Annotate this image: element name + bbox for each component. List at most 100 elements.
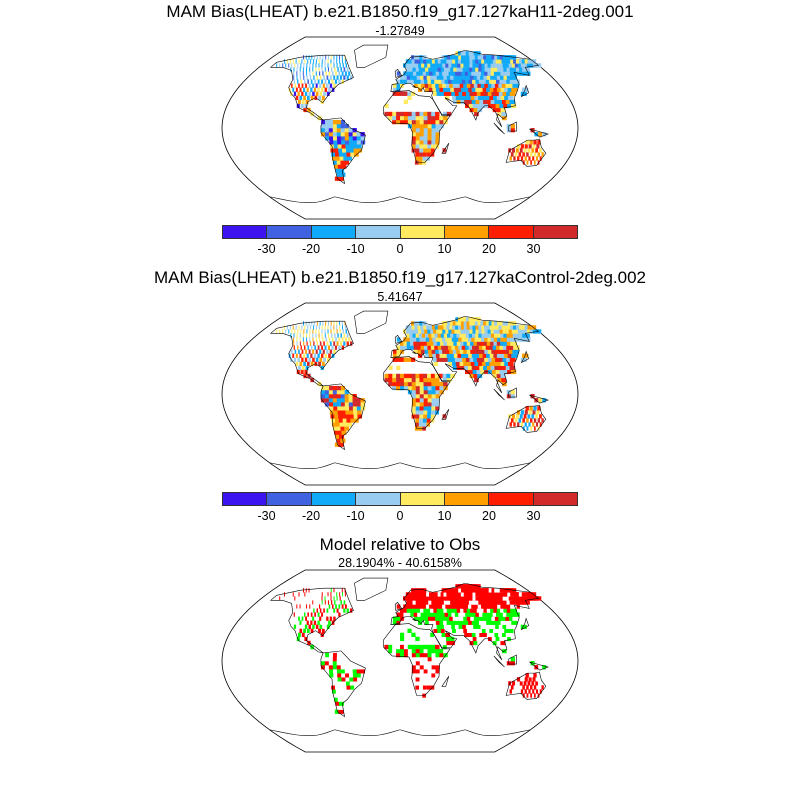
grid-cell — [507, 353, 514, 358]
grid-cell — [414, 616, 419, 621]
coastline-sumatra — [493, 122, 505, 135]
grid-cell — [427, 385, 432, 391]
grid-cell — [537, 685, 541, 690]
grid-cell — [459, 361, 465, 366]
grid-cell — [411, 123, 417, 129]
grid-cell — [340, 132, 346, 137]
grid-cell — [438, 636, 443, 642]
grid-cell — [445, 604, 451, 609]
grid-cell — [423, 148, 428, 153]
grid-cell — [312, 337, 314, 342]
grid-cell — [515, 414, 519, 419]
grid-cell — [481, 628, 488, 633]
grid-cell — [427, 132, 432, 137]
grid-cell — [457, 620, 463, 625]
grid-cell — [439, 353, 445, 358]
colorbar-swatch — [311, 226, 357, 238]
grid-cell — [415, 394, 421, 399]
grid-cell — [319, 608, 322, 613]
grid-cell — [509, 422, 512, 427]
grid-cell — [510, 152, 514, 157]
grid-cell — [336, 438, 343, 443]
grid-cell — [477, 616, 483, 621]
grid-cell — [454, 612, 461, 617]
colorbar-swatch — [489, 226, 534, 238]
grid-cell — [392, 616, 397, 621]
grid-cell — [419, 677, 424, 682]
grid-cell — [415, 132, 421, 137]
grid-cell — [316, 321, 318, 326]
grid-cell — [339, 325, 341, 330]
grid-cell — [530, 661, 535, 666]
grid-cell — [316, 341, 318, 346]
grid-cell — [384, 644, 389, 650]
grid-cell — [388, 373, 393, 379]
grid-cell — [392, 83, 397, 88]
grid-cell — [455, 337, 461, 342]
grid-cell — [411, 402, 416, 407]
grid-cell — [344, 389, 349, 395]
grid-cell — [464, 337, 471, 342]
grid-cell — [356, 673, 362, 678]
grid-cell — [400, 632, 405, 638]
grid-cell — [456, 349, 462, 354]
grid-cell — [326, 624, 330, 629]
grid-cell — [327, 325, 329, 330]
grid-cell — [459, 83, 465, 88]
grid-cell — [336, 693, 342, 698]
grid-cell — [451, 604, 458, 609]
grid-cell — [419, 673, 424, 678]
grid-cell — [310, 361, 314, 366]
grid-cell — [423, 661, 428, 666]
grid-cell — [484, 349, 491, 354]
grid-cell — [407, 385, 413, 391]
grid-cell — [458, 71, 464, 76]
grid-cell — [455, 59, 461, 64]
grid-cell — [333, 55, 335, 60]
grid-cell — [403, 604, 407, 609]
grid-cell — [466, 83, 473, 88]
grid-cell — [446, 341, 452, 346]
grid-cell — [321, 612, 324, 617]
colorbar-swatch — [311, 493, 357, 505]
grid-cell — [333, 385, 338, 391]
grid-cell — [520, 624, 527, 629]
grid-cell — [315, 349, 318, 354]
grid-cell — [347, 422, 352, 427]
grid-cell — [396, 652, 401, 658]
grid-cell — [455, 325, 461, 330]
coastline-greenland — [354, 44, 389, 68]
coastline-uk — [394, 68, 403, 78]
grid-cell — [317, 648, 322, 654]
grid-cell — [337, 67, 339, 72]
grid-cell — [443, 67, 449, 72]
grid-cell — [324, 398, 330, 403]
grid-cell — [314, 321, 316, 326]
coastline-uk — [394, 334, 403, 344]
grid-cell — [437, 592, 443, 597]
grid-cell — [438, 349, 444, 354]
grid-cell — [291, 616, 293, 621]
grid-cell — [303, 628, 306, 633]
grid-cell — [345, 406, 350, 411]
grid-cell — [329, 406, 335, 411]
grid-cell — [356, 406, 362, 411]
grid-cell — [435, 87, 441, 92]
grid-cell — [296, 75, 298, 80]
grid-cell — [340, 128, 345, 133]
grid-cell — [489, 628, 495, 633]
grid-cell — [419, 394, 425, 399]
grid-cell — [317, 345, 320, 350]
grid-cell — [327, 592, 329, 597]
colorbar-swatch — [223, 493, 268, 505]
grid-cell — [445, 636, 451, 642]
grid-cell — [340, 394, 345, 399]
grid-cell — [331, 79, 334, 84]
grid-cell — [307, 59, 309, 64]
grid-cell — [500, 107, 506, 113]
coastline-eurasia — [390, 582, 540, 661]
grid-cell — [445, 63, 451, 68]
grid-cell — [519, 681, 523, 686]
grid-cell — [523, 604, 531, 609]
grid-cell — [477, 640, 483, 646]
